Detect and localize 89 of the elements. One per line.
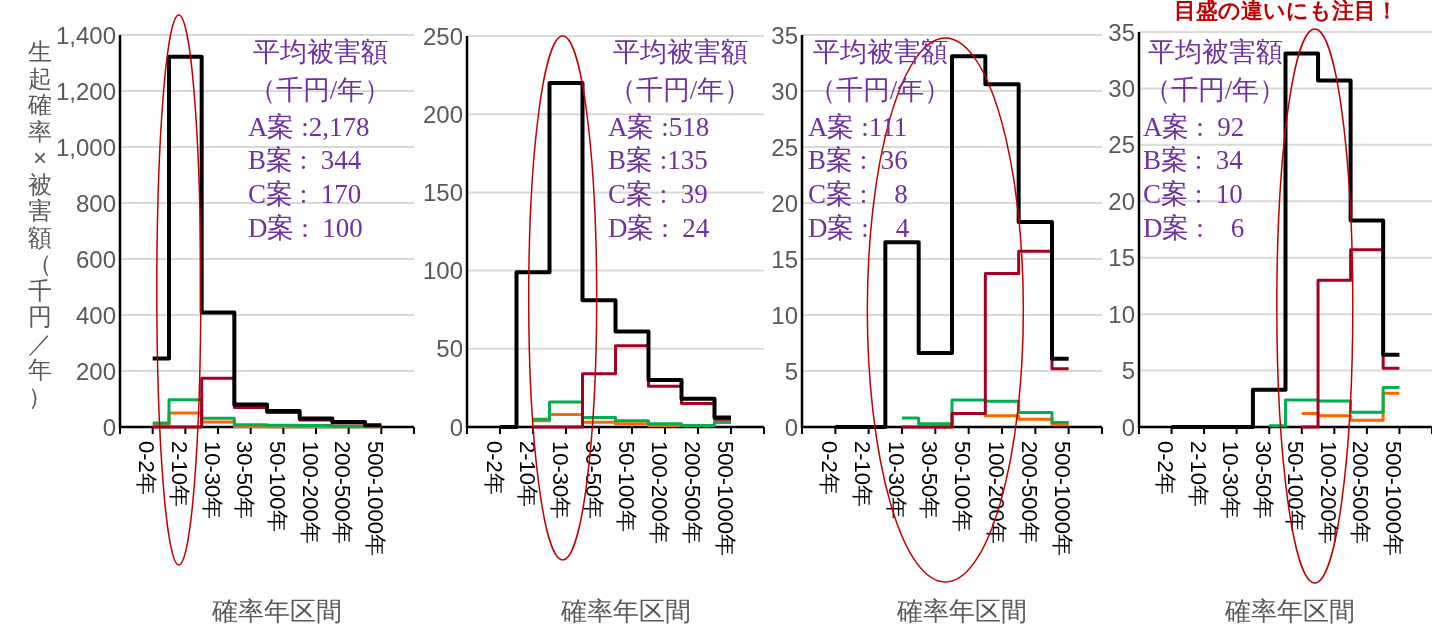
x-tick-label: 100-200年 [297,441,323,544]
x-tick-label: 0-2年 [134,441,160,495]
x-tick-label: 2-10年 [1185,441,1211,508]
annotation: A案 : 92 [1143,112,1245,142]
y-tick-label: 50 [436,335,463,363]
y-tick-label: 10 [1108,300,1135,328]
x-tick-label: 500-1000年 [712,441,738,556]
annotation: C案 : 170 [248,179,362,209]
x-tick-label: 50-100年 [613,441,639,532]
annotation: B案 : 34 [1143,145,1244,175]
y-tick-label: 20 [771,189,798,217]
x-tick-label: 500-1000年 [1380,441,1406,556]
y-tick-label: 5 [784,357,798,385]
y-tick-label: 800 [75,189,116,217]
y-tick-label: 15 [1108,244,1135,272]
y-tick-label: 1,200 [55,77,116,105]
y-tick-label: 0 [102,413,116,441]
x-tick-label: 100-200年 [646,441,672,544]
y-tick-label: 150 [422,178,463,206]
y-tick-label: 0 [784,413,798,441]
y-tick-label: 10 [771,301,798,329]
y-tick-label: 35 [771,21,798,49]
x-tick-label: 200-500年 [1348,441,1374,544]
y-tick-label: 400 [75,301,116,329]
annotation: B案 : 344 [248,145,362,175]
x-tick-label: 2-10年 [850,441,876,508]
annotation: （千円/年） [1143,75,1287,105]
y-tick-label: 600 [75,245,116,273]
x-tick-label: 100-200年 [1315,441,1341,544]
x-tick-label: 50-100年 [950,441,976,532]
x-tick-label: 0-2年 [1153,441,1179,495]
x-tick-label: 30-50年 [232,441,258,520]
annotation: 平均被害額 [612,37,748,67]
x-tick-label: 200-500年 [330,441,356,544]
annotation: D案 : 100 [248,213,363,243]
annotation: 平均被害額 [252,37,388,67]
y-tick-label: 30 [771,77,798,105]
x-tick-label: 50-100年 [1283,441,1309,532]
x-tick-label: 500-1000年 [362,441,388,556]
x-tick-label: 30-50年 [1250,441,1276,520]
x-tick-label: 10-30年 [883,441,909,520]
annotation: C案 : 39 [608,179,708,209]
y-tick-label: 0 [449,413,463,441]
y-tick-label: 1,400 [55,21,116,49]
annotation: D案 : 24 [608,213,710,243]
y-tick-label: 30 [1108,74,1135,102]
x-tick-label: 2-10年 [514,441,540,508]
x-tick-label: 200-500年 [1016,441,1042,544]
x-tick-label: 50-100年 [264,441,290,532]
x-axis-title: 確率年区間 [559,596,691,626]
y-tick-label: 5 [1121,357,1135,385]
x-axis-title: 確率年区間 [896,596,1027,626]
x-axis-title: 確率年区間 [1223,596,1355,626]
annotation: C案 : 8 [808,179,908,209]
annotation: D案 : 6 [1143,213,1245,243]
annotation: B案 : 36 [808,145,908,175]
annotation: （千円/年） [248,75,392,105]
annotation: 平均被害額 [812,37,948,67]
x-tick-label: 30-50年 [916,441,942,520]
x-tick-label: 200-500年 [679,441,705,544]
annotation: B案 :135 [608,145,708,175]
x-tick-label: 10-30年 [1218,441,1244,520]
x-tick-label: 500-1000年 [1050,441,1076,556]
y-tick-label: 1,000 [55,133,116,161]
y-tick-label: 25 [771,133,798,161]
x-tick-label: 10-30年 [547,441,573,520]
y-tick-label: 25 [1108,131,1135,159]
y-tick-label: 35 [1108,18,1135,46]
y-tick-label: 100 [422,257,463,285]
annotation: （千円/年） [608,75,752,105]
y-tick-label: 0 [1121,413,1135,441]
x-tick-label: 10-30年 [199,441,225,520]
x-axis-title: 確率年区間 [211,596,342,626]
text: 生起確率×被害額（千円／年） [28,38,52,410]
annotation: A案 :518 [608,112,710,142]
x-tick-label: 100-200年 [983,441,1009,544]
x-tick-label: 30-50年 [580,441,606,520]
x-tick-label: 0-2年 [816,441,842,495]
annotation: A案 :2,178 [248,112,370,142]
annotation: C案 : 10 [1143,179,1243,209]
annotation: 平均被害額 [1147,37,1283,67]
x-tick-label: 2-10年 [166,441,192,508]
y-tick-label: 15 [771,245,798,273]
y-tick-label: 20 [1108,187,1135,215]
x-tick-label: 0-2年 [481,441,507,495]
y-tick-label: 250 [422,22,463,50]
y-tick-label: 200 [422,100,463,128]
y-tick-label: 200 [75,357,116,385]
annotation: D案 : 4 [808,213,910,243]
